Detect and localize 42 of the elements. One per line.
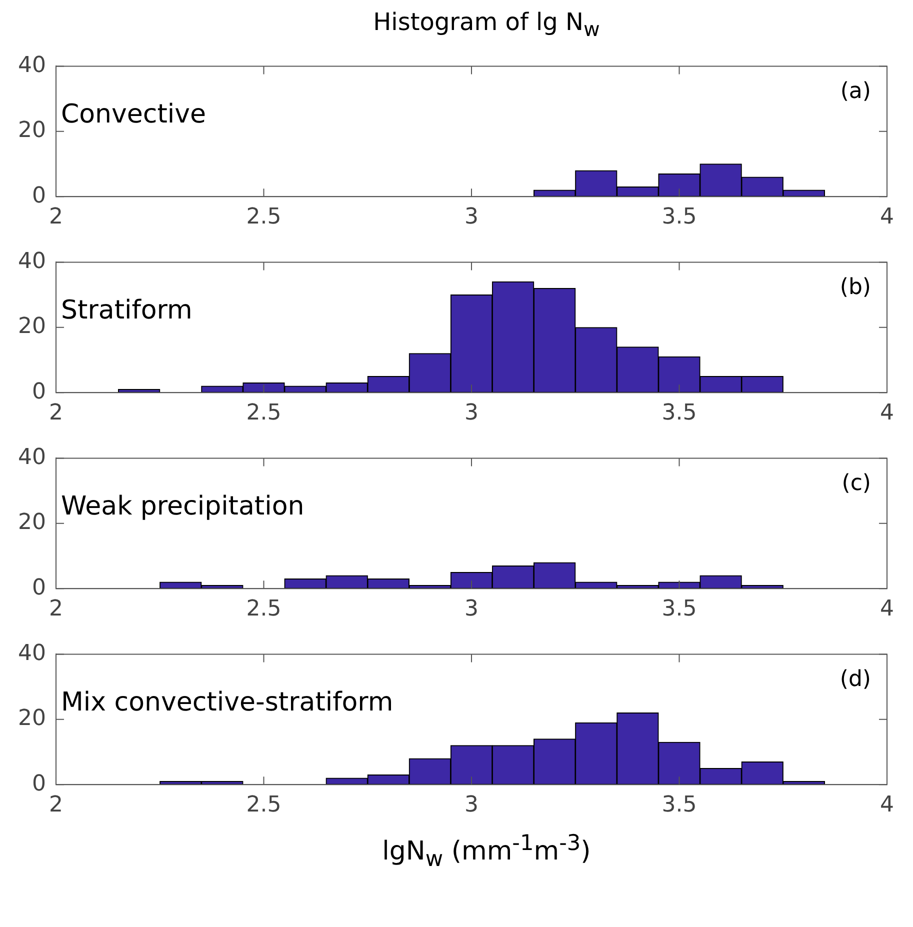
x-tick-label: 4 [880, 204, 894, 230]
x-tick-label: 4 [880, 400, 894, 426]
x-tick-label: 4 [880, 792, 894, 818]
x-tick-label: 2 [48, 400, 63, 426]
x-tick-label: 3.5 [662, 596, 697, 622]
annotation: (c) [842, 470, 871, 496]
x-tick-label: 2.5 [246, 596, 282, 622]
x-tick-label: 2.5 [246, 400, 282, 426]
x-tick-label: 2.5 [246, 792, 282, 818]
x-tick-label: 2 [48, 204, 63, 230]
x-tick-label: 3 [464, 596, 478, 622]
annotation: Weak precipitation [60, 491, 304, 522]
y-tick-label: 40 [18, 444, 46, 470]
y-tick-label: 40 [18, 640, 46, 666]
y-tick-label: 20 [18, 706, 46, 731]
annotation: Mix convective-stratiform [60, 687, 394, 718]
annotation: (b) [840, 274, 871, 300]
y-tick-label: 0 [32, 379, 46, 404]
x-tick-label: 2 [48, 596, 63, 622]
y-tick-label: 20 [18, 314, 46, 339]
x-tick-label: 2 [48, 792, 63, 818]
y-tick-label: 0 [32, 575, 46, 600]
annotation: (a) [840, 78, 871, 104]
annotation: Stratiform [60, 295, 192, 326]
annotation: Convective [60, 99, 206, 130]
x-axis-title: lgN$_{w}$ (mm$^{-1}$m$^{-3}$) [381, 830, 592, 872]
x-tick-label: 3 [464, 792, 478, 818]
x-tick-label: 2.5 [246, 204, 282, 230]
y-tick-label: 20 [18, 118, 46, 143]
y-tick-label: 20 [18, 510, 46, 535]
chart-title: Histogram of lg N$_{w}$ [372, 8, 601, 41]
x-tick-label: 3 [464, 204, 478, 230]
y-tick-label: 0 [32, 183, 46, 208]
x-tick-label: 3.5 [662, 400, 697, 426]
x-tick-label: 4 [880, 596, 894, 622]
x-tick-label: 3.5 [662, 204, 697, 230]
x-tick-label: 3 [464, 400, 478, 426]
annotation: (d) [840, 666, 871, 692]
y-tick-label: 40 [18, 52, 46, 78]
x-tick-label: 3.5 [662, 792, 697, 818]
y-tick-label: 0 [32, 771, 46, 796]
y-tick-label: 40 [18, 248, 46, 274]
